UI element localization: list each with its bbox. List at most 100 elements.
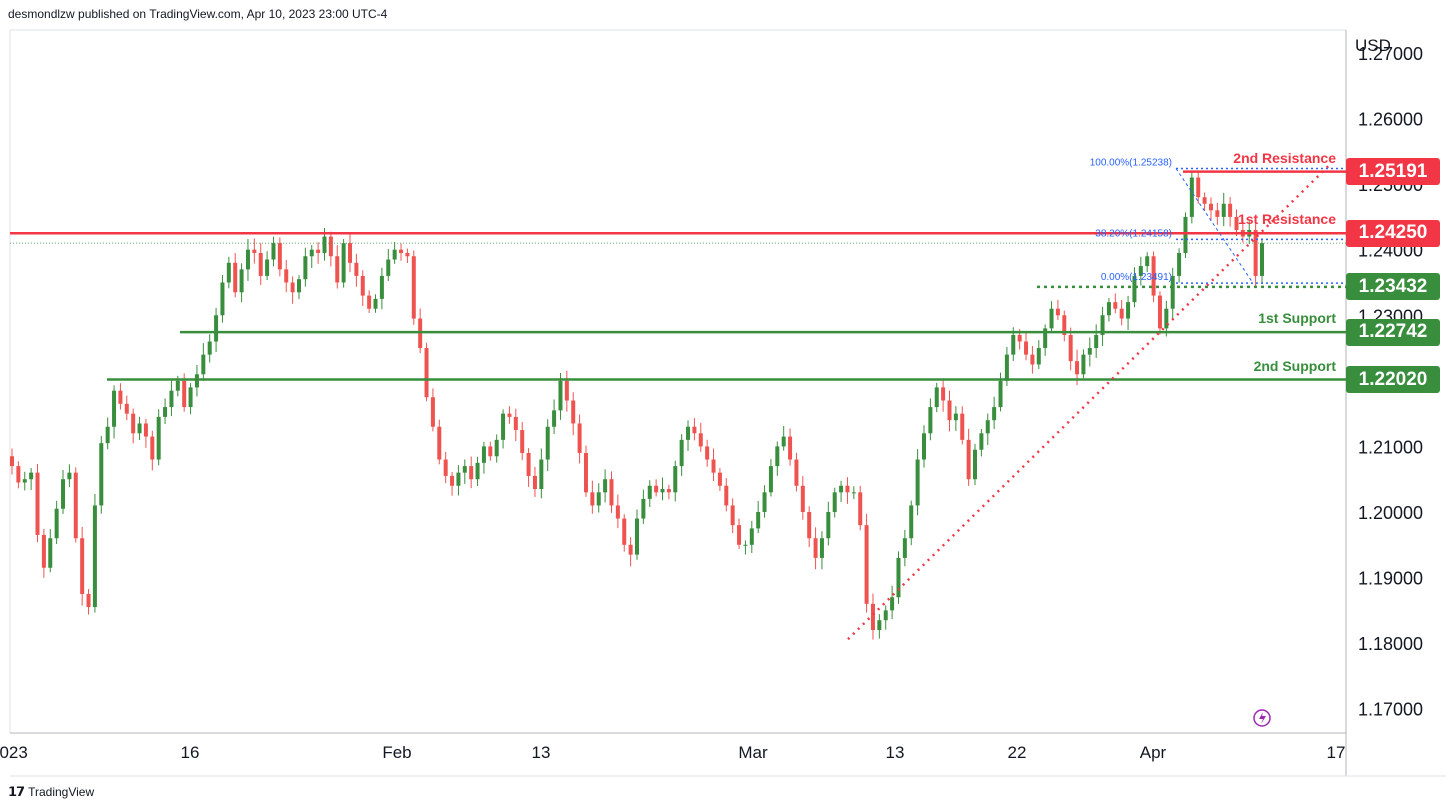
price-label-1-25191: 1.25191 (1346, 158, 1440, 186)
candle (526, 448, 531, 487)
candle-body (552, 410, 557, 427)
candle (1062, 310, 1067, 342)
candle (934, 382, 939, 413)
candle-body (290, 282, 295, 293)
candle (743, 540, 748, 555)
candle-body (717, 472, 722, 486)
candle-body (819, 538, 824, 558)
candle-body (54, 508, 59, 539)
candle (507, 406, 512, 424)
candle-body (577, 423, 582, 453)
candle-body (1196, 177, 1201, 198)
fib-label: 0.00%(1.23491) (1101, 272, 1172, 283)
candle (41, 528, 46, 578)
candle-body (245, 249, 250, 270)
candle-body (220, 282, 225, 316)
candle (252, 238, 257, 264)
candle-body (558, 380, 563, 411)
candle (1215, 202, 1220, 225)
candle (54, 500, 59, 545)
candle-body (481, 446, 486, 463)
candle-body (883, 610, 888, 621)
price-label-1-24250: 1.24250 (1346, 219, 1440, 247)
candle-body (1126, 302, 1131, 319)
candle-body (1177, 252, 1182, 276)
candle (348, 233, 353, 273)
candle-body (373, 298, 378, 309)
candle-body (864, 525, 869, 604)
candle (552, 399, 557, 434)
candle (1151, 251, 1156, 303)
level-lines: 100.00%(1.25238) 38.20%(1.24158) 0.00%(1.2… (10, 158, 1346, 641)
candle (532, 466, 537, 497)
candle-body (851, 492, 856, 494)
candle (1126, 295, 1131, 330)
candle (832, 487, 837, 518)
candle-body (513, 416, 518, 431)
candle-body (692, 426, 697, 434)
candle (105, 417, 110, 450)
level-name-resistance: 1st Resistance (1237, 211, 1336, 228)
candle-body (214, 315, 219, 342)
candle (673, 460, 678, 502)
candle (717, 468, 722, 491)
candle-body (309, 249, 314, 257)
candle (456, 465, 461, 496)
candle (22, 471, 27, 491)
y-tick-label: 1.17000 (1358, 700, 1423, 720)
y-tick-label: 1.26000 (1358, 110, 1423, 130)
candle (775, 441, 780, 476)
candle (112, 385, 117, 439)
candle (1164, 300, 1169, 337)
candle-body (469, 466, 474, 480)
candle (628, 537, 633, 567)
candle (1081, 349, 1086, 379)
candle (622, 514, 627, 552)
candle-body (800, 485, 805, 513)
candle-body (1030, 354, 1035, 365)
candle (737, 518, 742, 549)
candle-body (532, 475, 537, 490)
candle (29, 468, 34, 491)
candle (1189, 172, 1194, 224)
candle-body (360, 275, 365, 296)
candle-body (501, 413, 506, 440)
candle-body (654, 485, 659, 493)
candle-body (296, 279, 301, 293)
candle (67, 464, 72, 487)
candle (520, 421, 525, 461)
x-tick-label: 16 (181, 743, 200, 762)
candle-body (698, 433, 703, 447)
candle (711, 448, 716, 482)
candle (654, 479, 659, 497)
candle-body (666, 489, 671, 493)
candle-body (737, 525, 742, 545)
candle (583, 445, 588, 497)
candle (647, 480, 652, 507)
candle-body (182, 380, 187, 408)
candle (1119, 299, 1124, 326)
candle-body (328, 236, 333, 257)
candle-body (507, 413, 512, 417)
candle-body (1151, 256, 1156, 296)
candle-body (1234, 216, 1239, 231)
candle (1094, 324, 1099, 358)
x-tick-label: 17 (1327, 743, 1346, 762)
candle (941, 380, 946, 412)
candle (909, 500, 914, 546)
candle (475, 456, 480, 486)
candle-body (928, 407, 933, 434)
candle-body (405, 252, 410, 257)
candle-body (1094, 334, 1099, 349)
lightning-icon[interactable] (1253, 709, 1271, 727)
fib-trend-line (1175, 168, 1254, 284)
candle-body (105, 426, 110, 444)
candle-body (92, 505, 97, 608)
candle (469, 456, 474, 489)
candle (781, 425, 786, 451)
tradingview-logo-icon: 𝟭𝟳 (8, 784, 25, 799)
candle (800, 476, 805, 520)
candle-body (1208, 203, 1213, 211)
candle (1068, 327, 1073, 371)
